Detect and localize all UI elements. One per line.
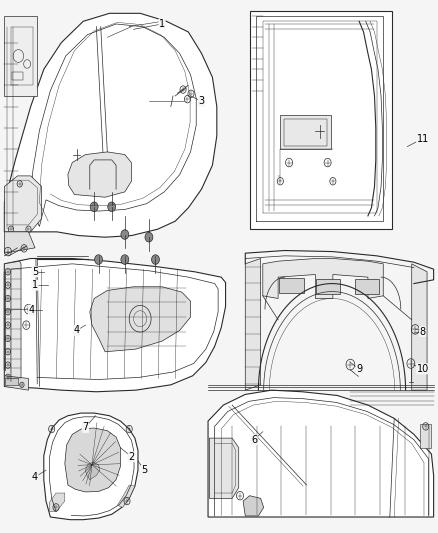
Text: 4: 4	[32, 472, 38, 482]
Polygon shape	[49, 493, 65, 512]
Polygon shape	[4, 176, 42, 232]
Text: 4: 4	[28, 305, 35, 315]
Polygon shape	[4, 261, 21, 385]
Text: 3: 3	[198, 96, 205, 106]
Polygon shape	[44, 413, 138, 520]
Text: 4: 4	[74, 326, 80, 335]
Circle shape	[95, 255, 102, 264]
Circle shape	[121, 255, 129, 264]
Bar	[284, 119, 327, 146]
Circle shape	[90, 202, 98, 212]
Polygon shape	[65, 428, 120, 492]
Polygon shape	[90, 287, 191, 352]
Bar	[355, 279, 379, 294]
Text: 10: 10	[417, 364, 429, 374]
Polygon shape	[4, 16, 37, 96]
Polygon shape	[68, 152, 131, 197]
Bar	[316, 279, 340, 294]
Bar	[280, 115, 331, 149]
Polygon shape	[245, 259, 261, 390]
Text: 7: 7	[82, 423, 88, 432]
Bar	[420, 424, 431, 448]
Polygon shape	[4, 13, 217, 237]
Text: 2: 2	[128, 452, 134, 462]
Polygon shape	[243, 496, 264, 516]
Bar	[279, 278, 304, 293]
Polygon shape	[117, 485, 135, 507]
Circle shape	[108, 202, 116, 212]
Bar	[12, 72, 23, 80]
Text: 8: 8	[420, 327, 426, 336]
Text: 6: 6	[251, 435, 257, 445]
Polygon shape	[4, 259, 226, 392]
Text: 1: 1	[159, 19, 165, 29]
Polygon shape	[263, 259, 383, 298]
Circle shape	[145, 232, 153, 242]
Polygon shape	[208, 390, 434, 517]
Text: 5: 5	[141, 465, 148, 475]
Polygon shape	[250, 11, 392, 229]
Polygon shape	[209, 438, 239, 498]
Polygon shape	[412, 264, 427, 390]
Bar	[5, 378, 18, 385]
Polygon shape	[85, 462, 100, 480]
Text: 1: 1	[32, 280, 38, 290]
Circle shape	[152, 255, 159, 264]
Polygon shape	[4, 232, 35, 253]
Text: 5: 5	[32, 267, 38, 277]
Text: 9: 9	[356, 364, 362, 374]
Polygon shape	[4, 376, 28, 390]
Circle shape	[121, 230, 129, 239]
Text: 11: 11	[417, 134, 429, 143]
